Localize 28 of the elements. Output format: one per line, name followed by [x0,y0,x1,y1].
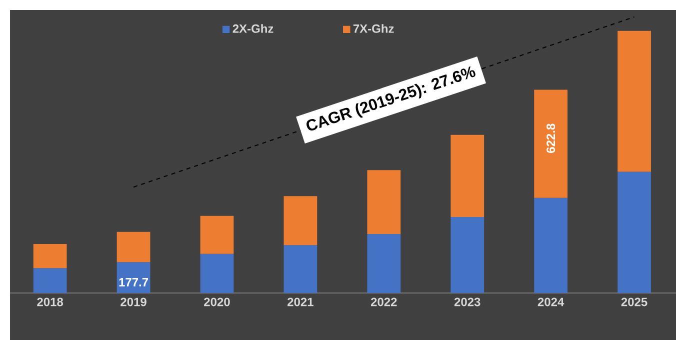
bar [367,234,401,293]
bar [200,254,234,293]
bar [33,268,67,293]
bar [116,232,150,262]
x-tick-label: 2025 [621,298,648,306]
bar [534,90,568,198]
bar [200,216,234,254]
bar [450,134,484,217]
legend-label: 2X-Ghz [232,24,274,33]
data-label: 622.8 [546,124,556,153]
bar [367,170,401,234]
bar [284,245,318,293]
x-tick-label: 2018 [37,298,64,306]
x-tick-label: 2019 [120,298,146,306]
x-tick-label: 2020 [204,298,230,306]
x-tick-label: 2021 [288,298,314,306]
x-tick-label: 2022 [370,298,397,306]
bar [534,198,568,293]
bar [450,216,484,293]
legend-label: 7X-Ghz [353,24,394,33]
x-tick-label: 2024 [538,298,564,306]
bar [618,172,651,293]
bar [116,262,150,293]
x-tick-label: 2023 [454,298,480,306]
data-label: 177.7 [119,278,148,286]
bar [284,196,318,246]
bar [33,244,67,268]
bar [618,30,651,172]
